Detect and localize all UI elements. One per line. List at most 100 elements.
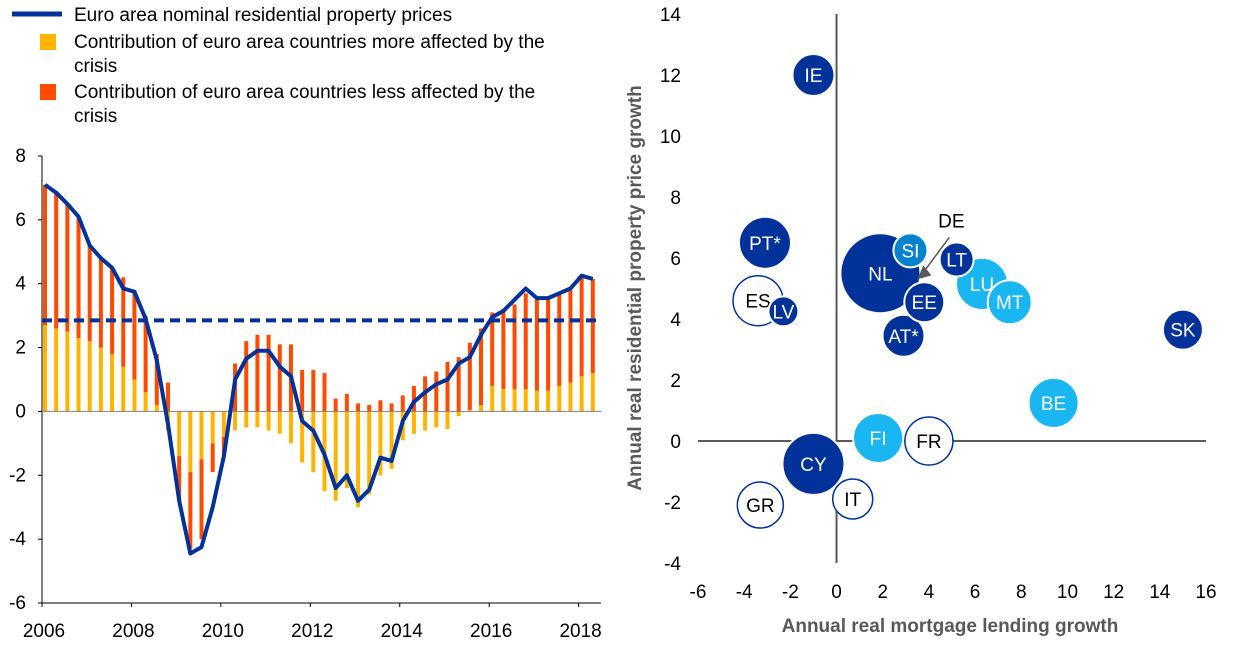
- bar-more-affected: [43, 325, 47, 412]
- y-tick-label: 2: [670, 371, 681, 392]
- bar-less-affected: [400, 395, 405, 412]
- bar-less-affected: [322, 373, 327, 412]
- bar-more-affected: [501, 389, 506, 412]
- price-growth-line: [43, 183, 594, 556]
- left-legend: Euro area nominal residential property p…: [12, 5, 545, 127]
- bar-less-affected: [277, 344, 282, 412]
- bar-more-affected: [568, 382, 573, 412]
- bar-more-affected: [546, 390, 551, 412]
- bubble-mt: [986, 279, 1033, 326]
- bubble-label: NL: [868, 264, 892, 285]
- x-tick-label: 4: [924, 582, 935, 603]
- left-bars: [43, 184, 595, 549]
- x-tick-label: 10: [1057, 582, 1078, 603]
- bar-more-affected: [177, 411, 182, 457]
- bar-more-affected: [98, 347, 103, 412]
- bar-more-affected: [300, 411, 305, 463]
- bar-less-affected: [87, 245, 92, 342]
- legend-label-more-affected: Contribution of euro area countries more…: [74, 32, 545, 77]
- bar-less-affected: [479, 328, 484, 406]
- bar-less-affected: [546, 298, 551, 391]
- bar-more-affected: [590, 373, 595, 412]
- y-tick-label: 14: [660, 5, 682, 26]
- bar-more-affected: [54, 328, 59, 412]
- bubble-sk: [1161, 308, 1204, 351]
- bubble-at-star: [881, 313, 926, 358]
- y-tick-label: -4: [9, 529, 26, 550]
- bubble-label: MT: [996, 293, 1024, 314]
- bar-more-affected: [255, 411, 260, 428]
- y-tick-label: 0: [670, 432, 681, 453]
- x-tick-label: 2012: [291, 621, 333, 642]
- bar-less-affected: [344, 393, 349, 412]
- bar-less-affected: [43, 184, 47, 326]
- y-tick-label: 6: [15, 210, 26, 231]
- bubble-label: SI: [901, 241, 919, 262]
- bubble-fr: [904, 416, 954, 466]
- bar-more-affected: [434, 411, 439, 428]
- bar-less-affected: [311, 369, 316, 412]
- bar-less-affected: [367, 405, 372, 412]
- y-axis-title: Annual real residential property price g…: [625, 85, 646, 490]
- bar-more-affected: [288, 411, 293, 444]
- bar-more-affected: [143, 392, 148, 412]
- y-tick-label: -2: [9, 465, 26, 486]
- x-tick-label: 2014: [381, 621, 424, 642]
- x-tick-label: -2: [782, 582, 799, 603]
- bubble-label: CY: [800, 455, 827, 476]
- bubble-label: ES: [745, 292, 770, 313]
- bar-less-affected: [255, 334, 260, 412]
- y-tick-label: -2: [664, 493, 681, 514]
- bar-less-affected: [356, 403, 361, 412]
- bar-more-affected: [367, 411, 372, 495]
- x-tick-label: 16: [1195, 582, 1216, 603]
- legend-label-price-line: Euro area nominal residential property p…: [74, 5, 452, 26]
- bubble-ee: [903, 281, 946, 324]
- bar-less-affected: [143, 315, 148, 393]
- bar-more-affected: [411, 411, 416, 434]
- bar-more-affected: [389, 411, 394, 469]
- y-tick-label: 0: [15, 401, 26, 422]
- bar-less-affected: [333, 398, 338, 412]
- bubble-fi: [852, 411, 905, 464]
- bubble-label: EE: [912, 293, 937, 314]
- bar-more-affected: [557, 385, 562, 412]
- bar-more-affected: [244, 411, 249, 428]
- bar-more-affected: [378, 411, 383, 476]
- x-tick-label: 2018: [559, 621, 601, 642]
- bar-less-affected: [434, 371, 439, 412]
- left-line-layer: [42, 183, 597, 556]
- bar-less-affected: [177, 456, 182, 501]
- bubble-si: [892, 232, 929, 269]
- legend-swatch-less-affected: [40, 84, 56, 100]
- bubble-pt-star: [737, 215, 792, 270]
- y-tick-label: 12: [660, 66, 681, 87]
- annotation-arrow-line: [922, 236, 950, 273]
- annotation-arrow-head: [917, 265, 932, 280]
- bubble-it: [831, 478, 874, 520]
- x-tick-label: 6: [970, 582, 981, 603]
- bar-less-affected: [76, 216, 81, 338]
- bar-less-affected: [300, 369, 305, 412]
- bar-less-affected: [512, 304, 517, 390]
- bar-less-affected: [389, 403, 394, 412]
- bar-more-affected: [233, 411, 238, 431]
- x-tick-label: 8: [1016, 582, 1027, 603]
- bar-less-affected: [411, 385, 416, 412]
- bubble-label: AT*: [888, 327, 919, 348]
- bar-more-affected: [266, 411, 271, 431]
- bar-less-affected: [110, 267, 115, 354]
- bar-more-affected: [277, 411, 282, 434]
- y-tick-label: 2: [15, 338, 26, 359]
- x-tick-label: 14: [1149, 582, 1171, 603]
- x-tick-label: -6: [690, 582, 707, 603]
- x-tick-label: 0: [831, 582, 842, 603]
- bar-less-affected: [188, 472, 193, 549]
- bar-less-affected: [54, 191, 59, 329]
- bar-less-affected: [378, 400, 383, 412]
- annotation-label: DE: [938, 211, 964, 232]
- bar-less-affected: [132, 290, 137, 380]
- bar-less-affected: [165, 382, 170, 412]
- bar-less-affected: [534, 296, 539, 391]
- bar-less-affected: [266, 334, 271, 412]
